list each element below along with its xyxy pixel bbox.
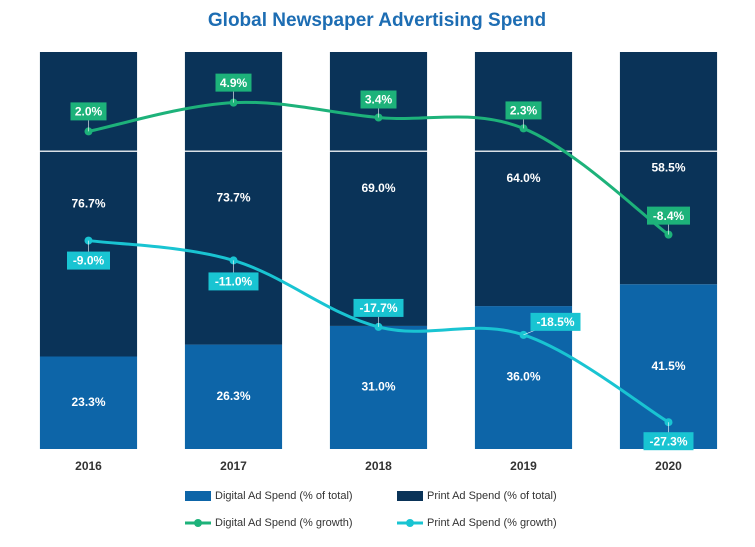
chart-title: Global Newspaper Advertising Spend	[208, 10, 546, 31]
label-box	[70, 102, 107, 121]
line-value-label: 4.9%	[220, 76, 248, 90]
label-box	[505, 101, 542, 120]
x-tick-label: 2017	[220, 459, 247, 473]
legend-label: Print Ad Spend (% growth)	[427, 517, 557, 529]
x-tick-label: 2018	[365, 459, 392, 473]
line-value-label: -9.0%	[73, 254, 105, 268]
label-box	[67, 251, 110, 270]
legend-swatch	[397, 491, 423, 501]
bar	[184, 344, 283, 449]
line-value-label: 2.3%	[510, 104, 538, 118]
bar	[39, 356, 138, 449]
label-box	[360, 90, 397, 109]
bar-value-label: 36.0%	[506, 370, 540, 384]
bar-value-label: 69.0%	[361, 181, 395, 195]
label-box	[647, 206, 690, 225]
label-box	[353, 298, 404, 317]
label-box	[530, 312, 581, 331]
line-value-label: -11.0%	[215, 275, 253, 289]
bar-value-label: 41.5%	[651, 359, 685, 373]
bar-value-label: 23.3%	[71, 395, 105, 409]
bar-value-label: 76.7%	[71, 196, 105, 210]
overlay: 23.3% 26.3% 31.0% 36.0% 41.5% 76.7% 73.7% 69.0%…	[67, 73, 694, 451]
bar-value-label: 26.3%	[216, 389, 250, 403]
line-value-label: -17.7%	[359, 301, 397, 315]
line-value-label: 2.0%	[75, 105, 103, 119]
legend-label: Print Ad Spend (% of total)	[427, 490, 557, 502]
line-value-label: -27.3%	[649, 434, 687, 448]
bar-value-label: 73.7%	[216, 190, 250, 204]
line-value-label: 3.4%	[365, 93, 393, 107]
label-box	[215, 73, 252, 92]
line-value-label: -8.4%	[653, 209, 685, 223]
legend-swatch	[406, 519, 414, 527]
legend-swatch	[185, 491, 211, 501]
legend-label: Digital Ad Spend (% growth)	[215, 517, 353, 529]
line-value-label: -18.5%	[536, 315, 574, 329]
x-tick-label: 2020	[655, 459, 682, 473]
bar-value-label: 31.0%	[361, 380, 395, 394]
bar	[474, 52, 573, 307]
x-tick-label: 2019	[510, 459, 537, 473]
bar	[619, 52, 718, 285]
bar-value-label: 58.5%	[651, 160, 685, 174]
legend-label: Digital Ad Spend (% of total)	[215, 490, 353, 502]
legend-swatch	[194, 519, 202, 527]
x-tick-label: 2016	[75, 459, 102, 473]
label-box	[643, 432, 694, 451]
label-box	[208, 272, 259, 291]
bar	[329, 325, 428, 449]
bar-value-label: 64.0%	[506, 171, 540, 185]
